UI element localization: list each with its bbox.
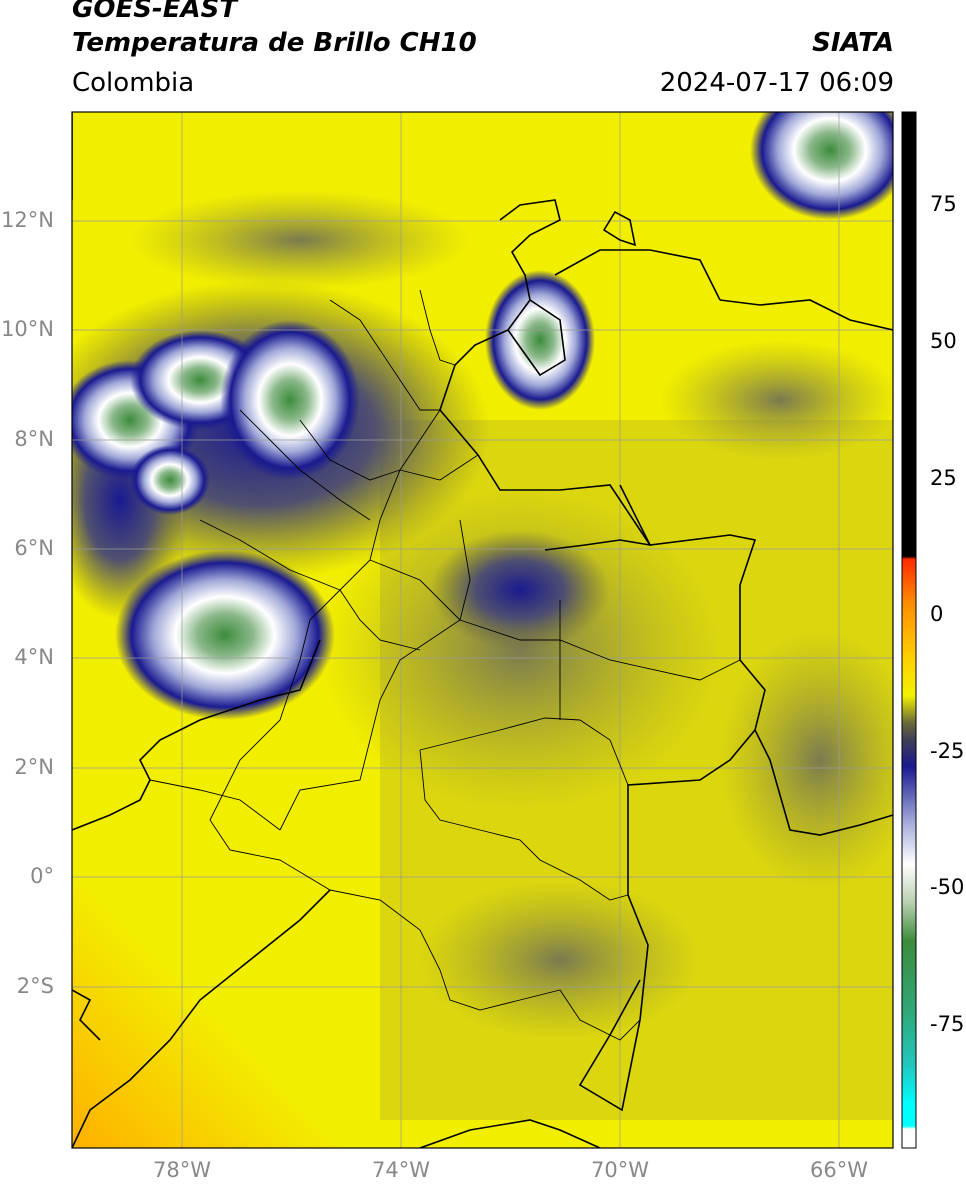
- colorbar-tick: -75: [930, 1012, 965, 1036]
- lat-label: 10°N: [1, 317, 54, 341]
- colorbar-tick: -50: [930, 875, 965, 899]
- lat-label: 2°N: [14, 755, 54, 779]
- lat-label: 12°N: [1, 208, 54, 232]
- product-title: Temperatura de Brillo CH10: [72, 28, 477, 58]
- lat-label: 4°N: [14, 645, 54, 669]
- country-borders: [72, 112, 893, 1148]
- map-frame: [71, 111, 894, 1149]
- colorbar-tick: -25: [930, 739, 965, 763]
- lon-label: 78°W: [153, 1158, 211, 1182]
- colorbar-tick: 75: [930, 192, 957, 216]
- lat-label: 8°N: [14, 427, 54, 451]
- agency-label: SIATA: [812, 28, 894, 58]
- colorbar-tick: 0: [930, 602, 944, 626]
- region-label: Colombia: [72, 68, 195, 98]
- graticule: [72, 112, 893, 1148]
- colorbar-tick: 25: [930, 466, 957, 490]
- lon-label: 66°W: [810, 1158, 868, 1182]
- satellite-title: GOES-EAST: [72, 0, 238, 24]
- colorbar: [901, 111, 917, 1149]
- lat-label: 0°: [30, 864, 54, 888]
- colorbar-tick: 50: [930, 329, 957, 353]
- datetime-label: 2024-07-17 06:09: [659, 68, 894, 98]
- lat-label: 2°S: [16, 974, 54, 998]
- lat-label: 6°N: [14, 536, 54, 560]
- map-field: [72, 112, 893, 1148]
- lon-label: 70°W: [591, 1158, 649, 1182]
- department-borders: [149, 289, 741, 1041]
- lon-label: 74°W: [372, 1158, 430, 1182]
